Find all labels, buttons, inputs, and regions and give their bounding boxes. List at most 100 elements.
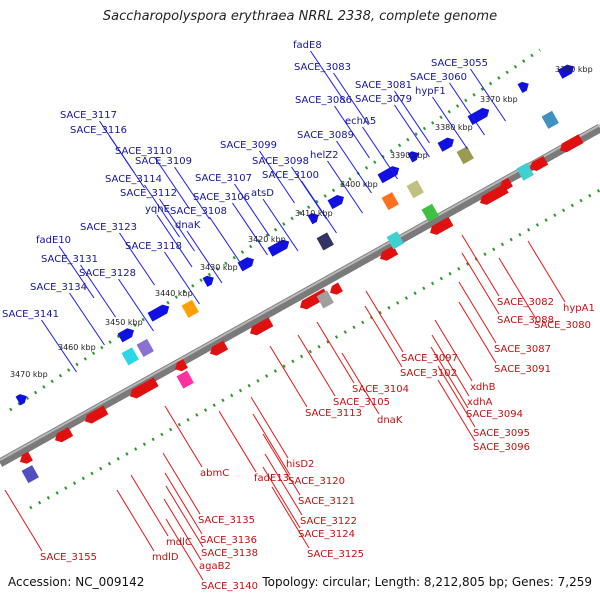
top-gene-label: fadE10 — [36, 235, 71, 246]
label-leader-lines — [4, 50, 566, 581]
bottom-leader-line — [365, 290, 404, 353]
top-gene-label: SACE_3112 — [120, 188, 177, 199]
backbone-line — [0, 124, 600, 467]
kbp-label: 3430 kbp — [200, 263, 238, 272]
bottom-leader-line — [165, 518, 204, 581]
feature-block — [121, 347, 139, 366]
kbp-label: 3440 kbp — [155, 289, 193, 298]
top-leader-line — [432, 96, 468, 150]
bottom-leader-line — [162, 452, 201, 515]
reverse-gene-arrow — [560, 134, 584, 153]
bottom-leader-line — [130, 474, 169, 537]
top-leader-line — [232, 202, 268, 256]
top-gene-label: SACE_3106 — [193, 192, 250, 203]
bottom-gene-label: mdlD — [152, 552, 179, 563]
top-gene-label: SACE_3081 — [355, 80, 412, 91]
bottom-leader-line — [434, 319, 473, 382]
reverse-gene-arrow — [175, 359, 188, 372]
kbp-label: 3470 kbp — [10, 370, 48, 379]
bottom-leader-line — [164, 405, 203, 468]
bottom-gene-label: SACE_3097 — [401, 353, 458, 364]
reverse-gene-arrow — [210, 340, 229, 356]
reverse-gene-arrow — [330, 282, 343, 295]
bottom-gene-label: SACE_3105 — [333, 397, 390, 408]
reverse-gene-arrow — [500, 177, 513, 190]
gene-features — [15, 64, 584, 484]
reverse-gene-arrow — [430, 216, 454, 235]
accession-text: Accession: NC_009142 — [8, 575, 145, 589]
forward-gene-arrow — [267, 239, 290, 257]
top-gene-label: echA5 — [345, 116, 376, 127]
bottom-leader-line — [316, 321, 355, 384]
genome-backbone — [0, 124, 600, 467]
dotted-track-lines — [9, 48, 600, 510]
bottom-leader-line — [250, 396, 289, 459]
top-gene-label: dnaK — [175, 220, 201, 231]
bottom-leader-line — [431, 334, 470, 397]
bottom-leader-line — [218, 410, 257, 473]
top-gene-label: SACE_3128 — [79, 268, 136, 279]
outer-track-line — [9, 48, 541, 412]
top-leader-line — [156, 214, 193, 268]
top-gene-label: SACE_3079 — [355, 94, 412, 105]
top-gene-label: yqhE — [145, 204, 170, 215]
bottom-leader-line — [458, 301, 497, 364]
top-leader-line — [174, 166, 210, 220]
forward-gene-arrow — [307, 213, 319, 225]
bottom-leader-line — [458, 281, 497, 344]
top-leader-line — [327, 160, 363, 214]
bottom-leader-line — [461, 234, 500, 297]
kbp-label: 3380 kbp — [435, 123, 473, 132]
top-leader-line — [394, 90, 430, 144]
top-leader-line — [333, 72, 369, 126]
kbp-label: 3390 kbp — [390, 151, 428, 160]
top-leader-line — [118, 278, 154, 332]
top-leader-line — [262, 198, 299, 252]
bottom-gene-label: SACE_3113 — [305, 408, 362, 419]
feature-block — [316, 232, 334, 251]
top-gene-label: SACE_3099 — [220, 140, 277, 151]
top-gene-label: fadE8 — [293, 40, 322, 51]
bottom-leader-line — [252, 413, 291, 476]
bottom-gene-label: hypA1 — [563, 303, 595, 314]
bottom-leader-line — [437, 365, 476, 428]
top-leader-line — [109, 135, 145, 189]
top-gene-label: SACE_3089 — [297, 130, 354, 141]
feature-block — [136, 338, 154, 357]
bottom-leader-line — [264, 453, 303, 516]
top-leader-line — [154, 156, 190, 210]
kbp-label: 3410 kbp — [295, 209, 333, 218]
bottom-gene-label: SACE_3102 — [400, 368, 457, 379]
reverse-gene-arrow — [85, 405, 109, 424]
top-leader-line — [310, 50, 346, 104]
forward-gene-arrow — [407, 151, 419, 163]
feature-block — [541, 110, 559, 129]
top-leader-line — [80, 264, 116, 318]
bottom-gene-label: SACE_3135 — [198, 515, 255, 526]
bottom-gene-label: xdhB — [470, 382, 496, 393]
top-leader-line — [69, 292, 105, 346]
forward-gene-arrow — [147, 304, 170, 322]
top-gene-label: SACE_3110 — [115, 146, 172, 157]
forward-gene-arrow — [557, 64, 574, 79]
top-leader-line — [234, 183, 270, 237]
bottom-leader-line — [165, 485, 204, 548]
bottom-gene-label: SACE_3122 — [300, 516, 357, 527]
bottom-gene-label: abmC — [200, 468, 229, 479]
bottom-leader-line — [164, 472, 203, 535]
top-leader-line — [144, 184, 180, 238]
bottom-gene-label: fadE13 — [254, 473, 289, 484]
top-gene-label: SACE_3086 — [295, 95, 352, 106]
bottom-gene-label: SACE_3124 — [298, 529, 355, 540]
bottom-leader-line — [498, 257, 537, 320]
forward-gene-arrow — [237, 257, 254, 272]
feature-block — [516, 162, 534, 181]
top-leader-line — [336, 140, 372, 194]
reverse-gene-arrow — [20, 451, 33, 464]
bottom-leader-line — [430, 346, 469, 409]
top-gene-label: SACE_3134 — [30, 282, 87, 293]
top-gene-label: SACE_3118 — [125, 241, 182, 252]
feature-block — [316, 290, 334, 309]
kbp-label: 3370 kbp — [480, 95, 518, 104]
bottom-gene-label: SACE_3088 — [497, 315, 554, 326]
